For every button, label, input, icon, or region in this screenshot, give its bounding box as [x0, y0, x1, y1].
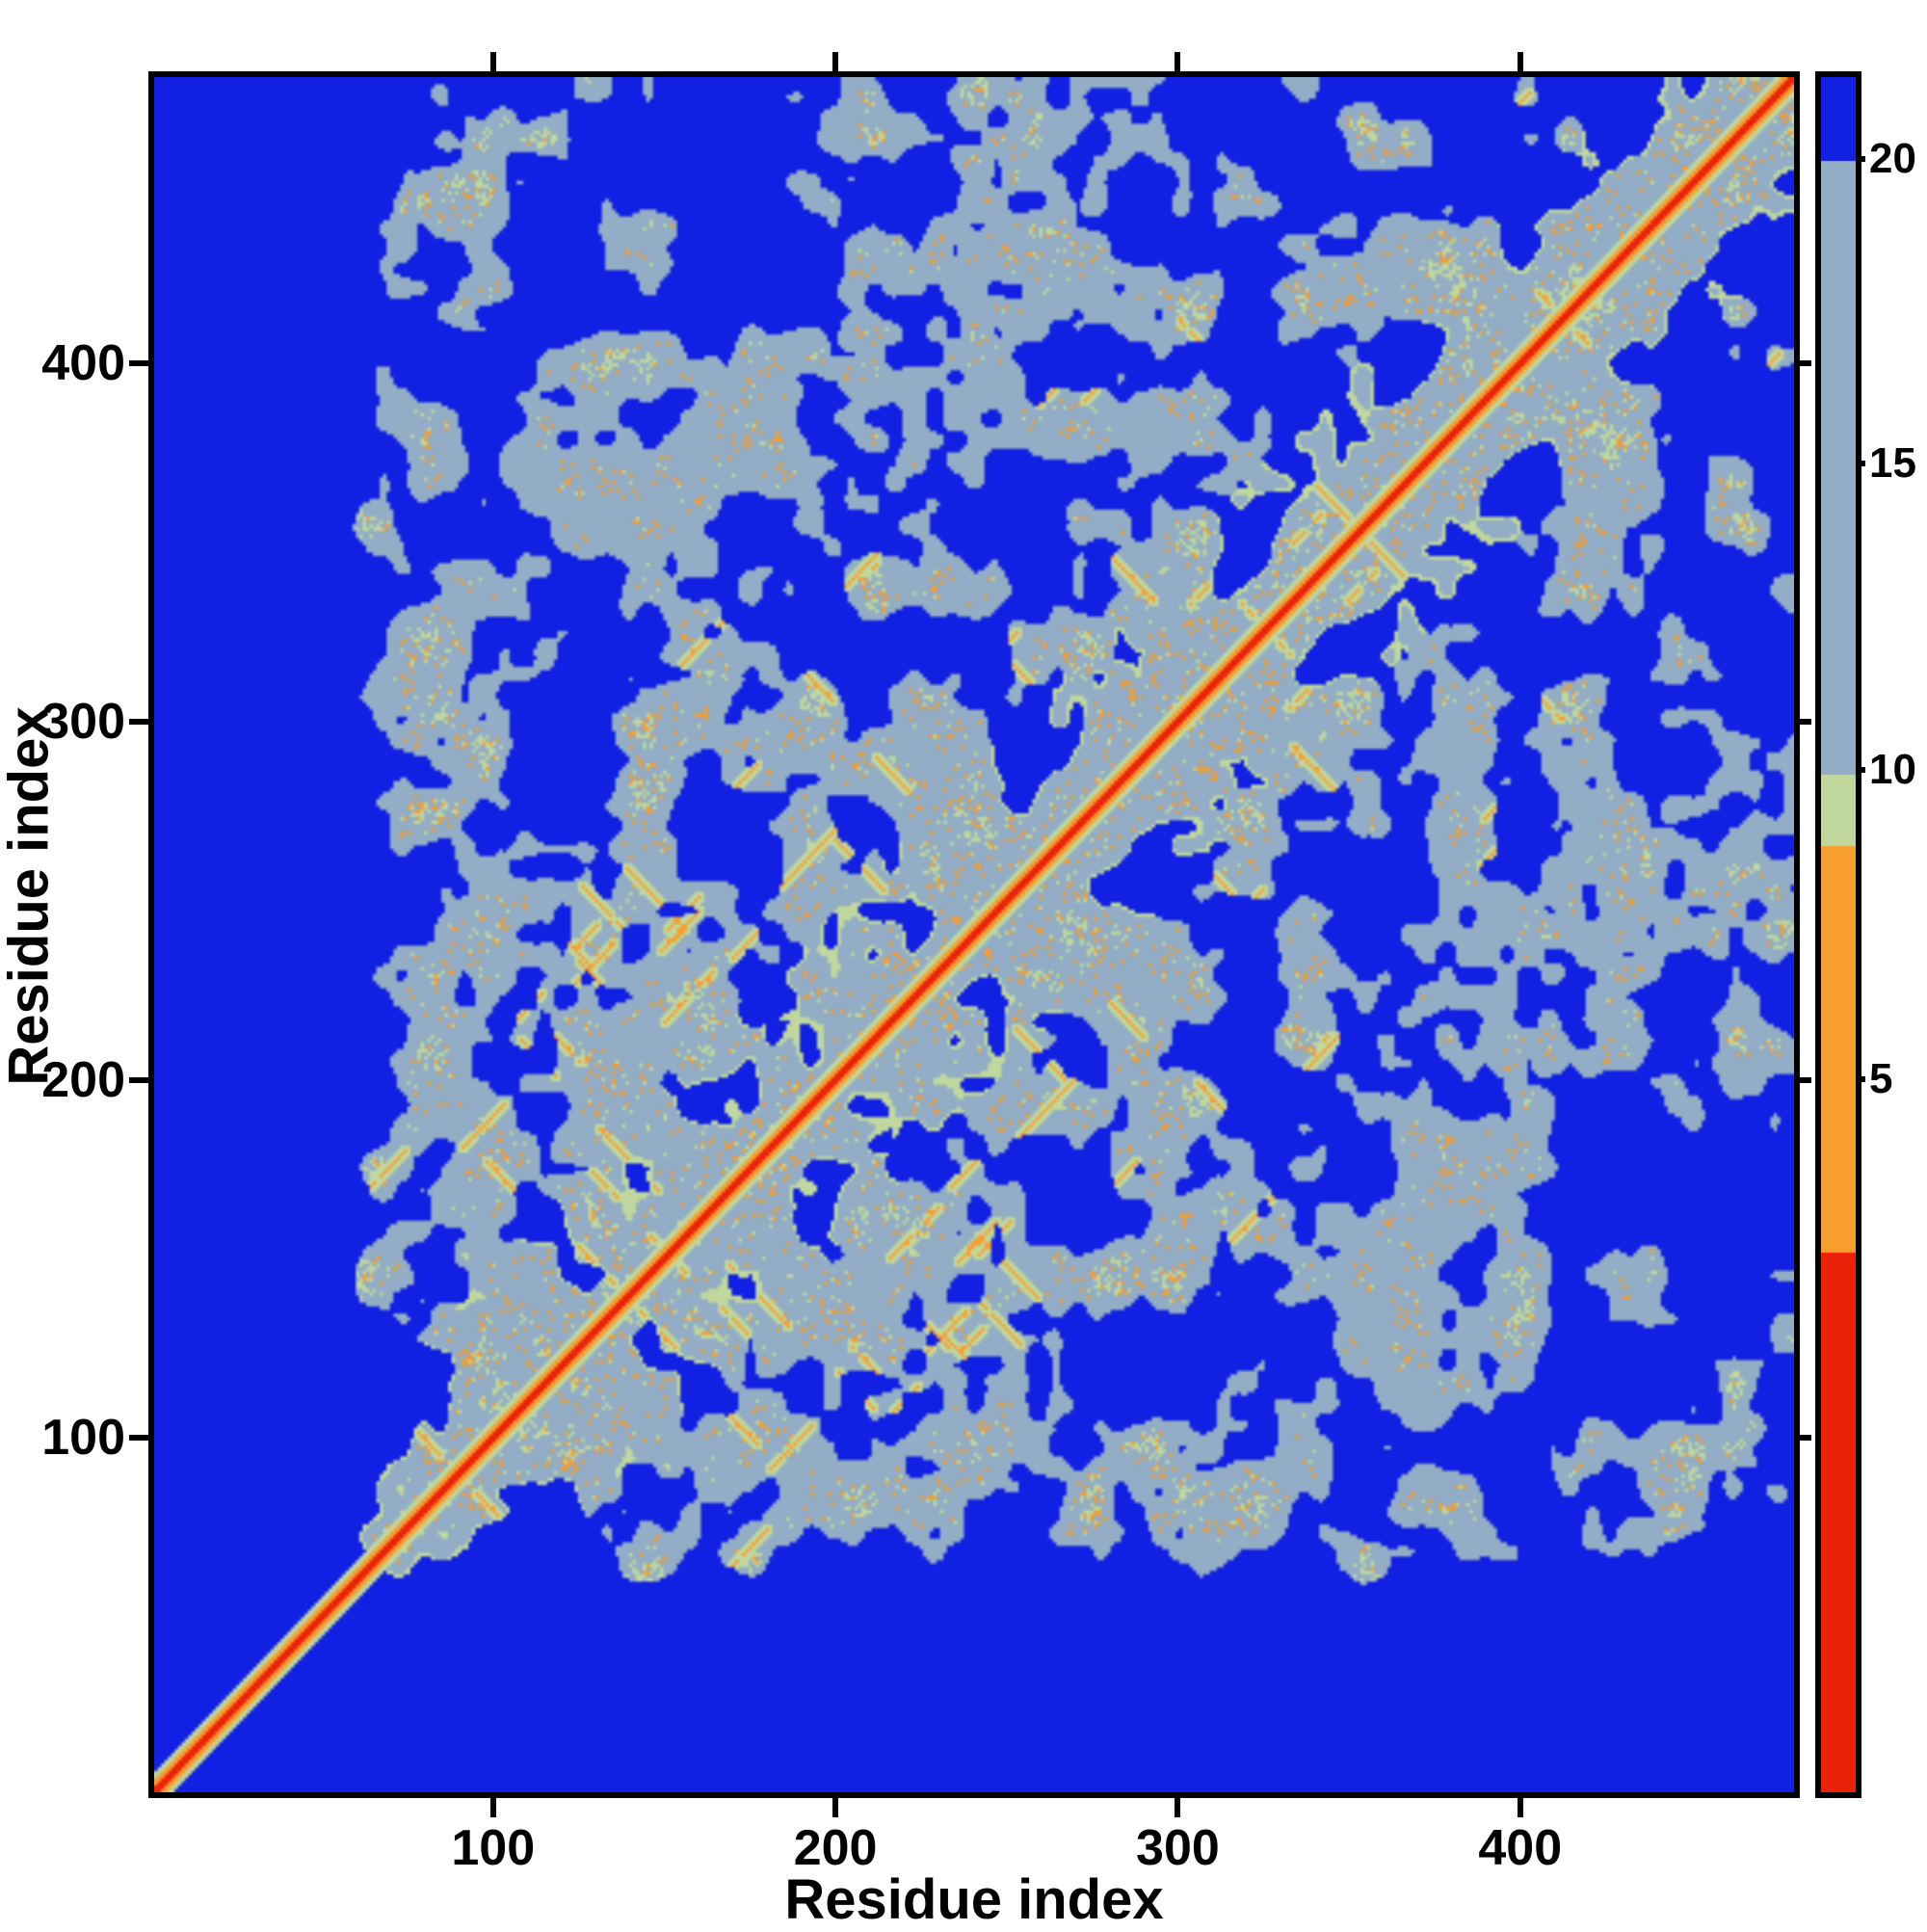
colorbar-tick-label: 20: [1869, 135, 1916, 183]
x-tick-label: 100: [451, 1820, 536, 1876]
y-tick-label: 100: [41, 1410, 125, 1467]
x-tick-label: 400: [1478, 1820, 1563, 1876]
y-axis-tick: [129, 718, 148, 725]
y-axis-right-tick: [1800, 360, 1811, 367]
y-axis-right-tick: [1800, 718, 1811, 725]
x-axis-top-tick: [489, 52, 496, 71]
x-tick-label: 200: [793, 1820, 878, 1876]
x-axis-tick: [1517, 1798, 1523, 1817]
y-tick-label: 200: [41, 1051, 125, 1108]
x-axis-top-tick: [1517, 52, 1523, 71]
y-axis-tick: [129, 360, 148, 367]
y-axis-tick: [129, 1435, 148, 1442]
colorbar-tick: [1856, 767, 1865, 774]
x-axis-tick: [832, 1798, 839, 1817]
y-axis-right-tick: [1800, 1076, 1811, 1083]
x-tick-label: 300: [1136, 1820, 1220, 1876]
heatmap-canvas: [154, 77, 1794, 1792]
y-tick-label: 300: [41, 693, 125, 750]
x-axis-top-tick: [832, 52, 839, 71]
colorbar-canvas: [1821, 77, 1856, 1792]
y-tick-label: 400: [41, 335, 125, 392]
colorbar-tick: [1856, 1075, 1865, 1082]
colorbar-tick: [1856, 156, 1865, 163]
colorbar-tick-label: 15: [1869, 438, 1916, 487]
colorbar-frame: [1815, 71, 1861, 1798]
colorbar-tick-label: 10: [1869, 746, 1916, 794]
y-axis-label: Residue index: [0, 706, 61, 1086]
y-axis-tick: [129, 1076, 148, 1083]
x-axis-tick: [489, 1798, 496, 1817]
x-axis-tick: [1175, 1798, 1181, 1817]
x-axis-label: Residue index: [784, 1868, 1164, 1931]
plot-frame: [148, 71, 1800, 1798]
colorbar-tick: [1856, 460, 1865, 466]
y-axis-right-tick: [1800, 1435, 1811, 1442]
colorbar-tick-label: 5: [1869, 1054, 1893, 1102]
x-axis-top-tick: [1175, 52, 1181, 71]
